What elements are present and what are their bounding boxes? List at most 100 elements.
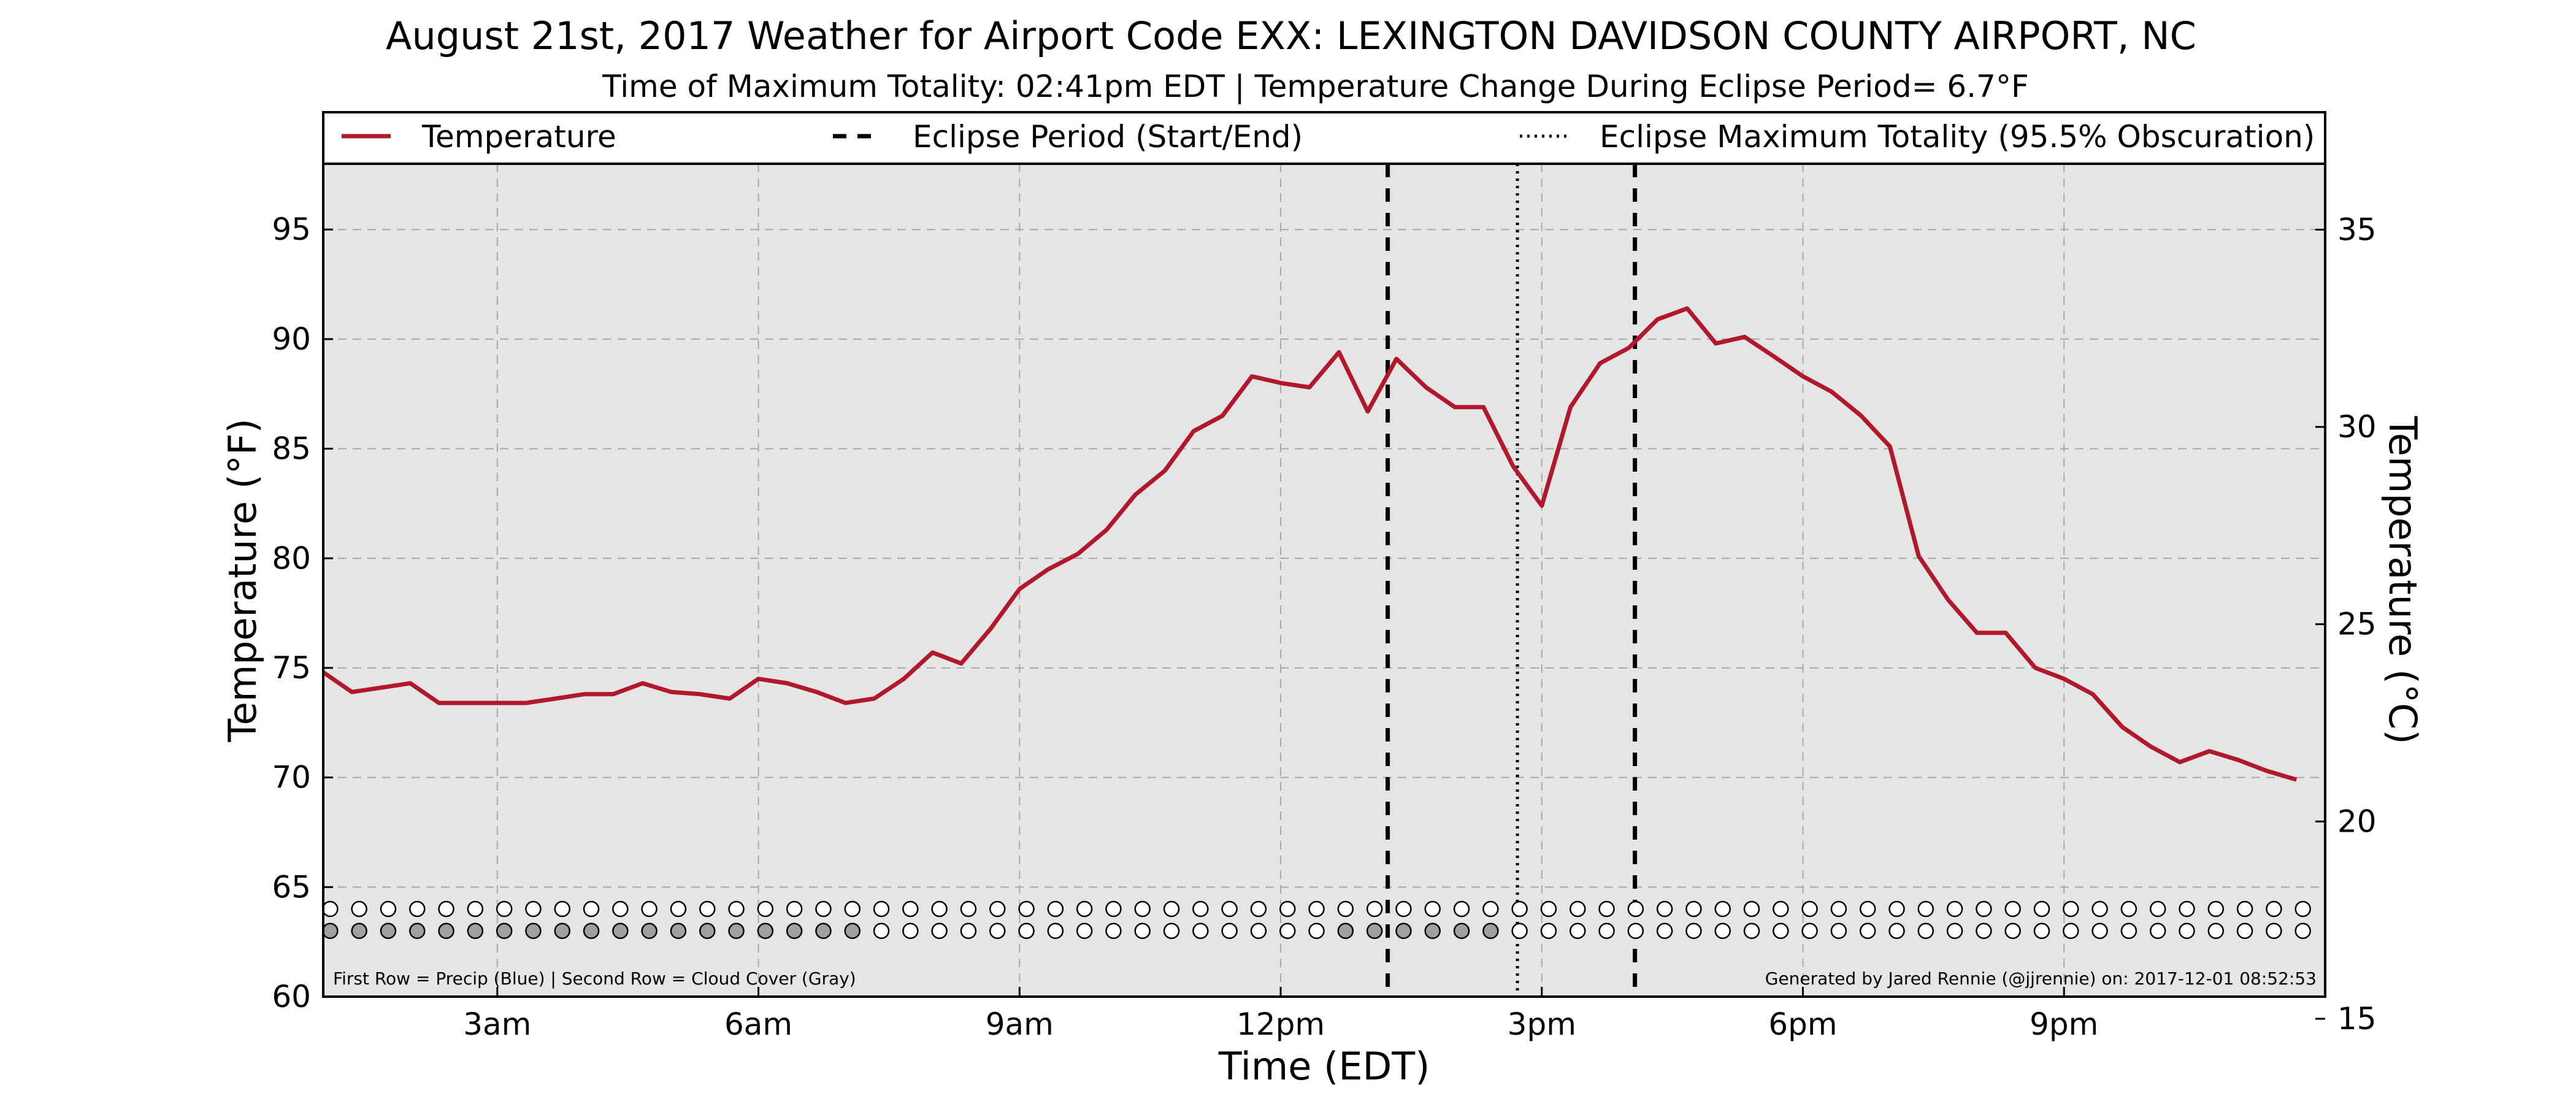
y-axis-label-right: Temperature (°C)	[2380, 415, 2425, 744]
cloud-cover-marker	[1308, 922, 1325, 940]
cloud-cover-marker	[1888, 922, 1905, 940]
cloud-cover-marker	[2033, 922, 2050, 940]
precip-marker	[2120, 900, 2137, 918]
cloud-cover-marker	[931, 922, 948, 940]
cloud-cover-marker	[554, 922, 570, 940]
precip-marker	[1946, 900, 1963, 918]
cloud-cover-marker	[1801, 922, 1818, 940]
cloud-cover-marker	[1859, 922, 1876, 940]
chart-subtitle: Time of Maximum Totality: 02:41pm EDT | …	[602, 69, 2028, 104]
precip-marker	[641, 900, 657, 918]
cloud-cover-marker	[583, 922, 600, 940]
precip-marker	[1598, 900, 1615, 918]
cloud-cover-marker	[2179, 922, 2195, 940]
precip-marker	[844, 900, 861, 918]
marker-rows	[322, 900, 2311, 940]
precip-marker	[960, 900, 977, 918]
cloud-cover-marker	[1366, 922, 1383, 940]
cloud-cover-marker	[1598, 922, 1615, 940]
y-tick-label: 80	[272, 540, 311, 576]
cloud-cover-marker	[1656, 922, 1673, 940]
precip-marker	[873, 900, 890, 918]
cloud-cover-marker	[1714, 922, 1731, 940]
precip-marker	[1366, 900, 1383, 918]
precip-marker	[2179, 900, 2195, 918]
cloud-cover-marker	[2063, 922, 2079, 940]
cloud-cover-marker	[728, 922, 745, 940]
precip-marker	[1221, 900, 1238, 918]
y-tick-label: 90	[272, 321, 311, 357]
precip-marker	[2207, 900, 2225, 918]
precip-marker	[1453, 900, 1470, 918]
cloud-cover-marker	[1917, 922, 1934, 940]
cloud-cover-marker	[989, 922, 1006, 940]
cloud-cover-marker	[1773, 922, 1789, 940]
cloud-cover-marker	[1076, 922, 1093, 940]
precip-marker	[1424, 900, 1441, 918]
precip-marker	[989, 900, 1006, 918]
precip-marker	[1801, 900, 1818, 918]
left-note: First Row = Precip (Blue) | Second Row =…	[333, 968, 856, 989]
cloud-cover-marker	[409, 922, 426, 940]
precip-marker	[467, 900, 484, 918]
precip-marker	[1395, 900, 1412, 918]
cloud-cover-marker	[1279, 922, 1296, 940]
y-tick-label: 60	[272, 979, 311, 1014]
precip-marker	[612, 900, 629, 918]
y-tick-label: 95	[272, 212, 311, 247]
eclipse-lines	[1386, 164, 1638, 997]
legend-max-totality-label: Eclipse Maximum Totality (95.5% Obscurat…	[1600, 119, 2315, 155]
precip-marker	[728, 900, 745, 918]
x-tick-label: 6am	[724, 1006, 792, 1042]
precip-marker	[2294, 900, 2311, 918]
x-tick-label: 12pm	[1236, 1006, 1325, 1042]
precip-marker	[1134, 900, 1151, 918]
cloud-cover-marker	[351, 922, 367, 940]
cloud-cover-marker	[1453, 922, 1470, 940]
cloud-cover-marker	[1743, 922, 1760, 940]
cloud-cover-marker	[960, 922, 977, 940]
temperature-series-line	[322, 306, 2298, 782]
cloud-cover-marker	[612, 922, 629, 940]
precip-marker	[1714, 900, 1731, 918]
cloud-cover-marker	[844, 922, 861, 940]
cloud-cover-marker	[2120, 922, 2137, 940]
cloud-cover-marker	[2004, 922, 2021, 940]
precip-marker	[525, 900, 542, 918]
precip-marker	[1685, 900, 1702, 918]
cloud-cover-marker	[873, 922, 890, 940]
cloud-cover-marker	[1540, 922, 1557, 940]
precip-marker	[554, 900, 570, 918]
cloud-cover-marker	[1511, 922, 1528, 940]
cloud-cover-marker	[1424, 922, 1441, 940]
cloud-cover-marker	[641, 922, 657, 940]
y-axis-label-left: Temperature (°F)	[220, 418, 265, 742]
y-right-tick-label: 20	[2337, 803, 2377, 839]
legend-temperature-label: Temperature	[421, 119, 616, 155]
x-tick-label: 3pm	[1508, 1006, 1576, 1042]
precip-marker	[1482, 900, 1499, 918]
precip-marker	[1627, 900, 1644, 918]
cloud-cover-marker	[2207, 922, 2225, 940]
precip-marker	[1917, 900, 1934, 918]
precip-marker	[1830, 900, 1847, 918]
y-right-tick-label: 35	[2337, 212, 2377, 247]
legend-frame	[322, 111, 2326, 165]
cloud-cover-marker	[1946, 922, 1963, 940]
x-tick-label: 9am	[986, 1006, 1054, 1042]
plot-area	[323, 164, 2325, 997]
precip-marker	[438, 900, 454, 918]
precip-marker	[322, 900, 339, 918]
precip-marker	[1888, 900, 1905, 918]
precip-marker	[1308, 900, 1325, 918]
precip-marker	[757, 900, 774, 918]
cloud-cover-marker	[1830, 922, 1847, 940]
series	[322, 306, 2298, 782]
cloud-cover-marker	[322, 922, 339, 940]
precip-marker	[1076, 900, 1093, 918]
precip-marker	[1018, 900, 1035, 918]
cloud-cover-marker	[1192, 922, 1209, 940]
axes-ticks: 60 65 70 75 80 85 90 95 15 20 25 30 35 3am 6am 9am 12pm 3…	[272, 212, 2376, 1042]
chart-title: August 21st, 2017 Weather for Airport Co…	[386, 13, 2196, 58]
plot-frame	[322, 163, 2326, 998]
